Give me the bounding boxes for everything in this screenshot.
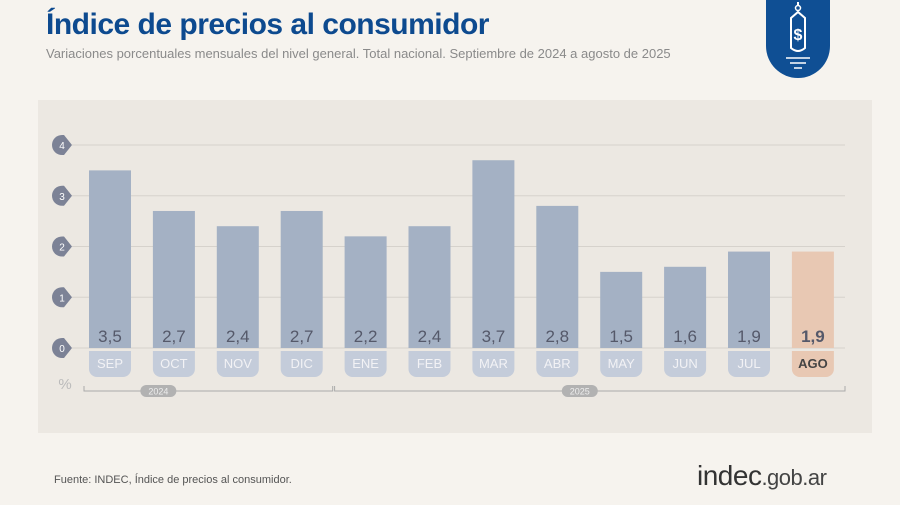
svg-text:$: $ bbox=[794, 27, 803, 44]
y-tick-marker bbox=[52, 185, 72, 206]
category-tab bbox=[664, 351, 707, 377]
data-label: 3,7 bbox=[482, 327, 506, 346]
y-tick-marker bbox=[52, 287, 72, 308]
category-tab bbox=[216, 351, 259, 377]
bar-sep bbox=[89, 170, 131, 348]
bar-abr bbox=[536, 205, 579, 348]
x-tick-label: MAY bbox=[608, 356, 636, 371]
bar-ago bbox=[791, 251, 834, 348]
y-tick-label: 3 bbox=[59, 192, 65, 203]
year-bracket bbox=[83, 386, 334, 392]
x-tick-label: ENE bbox=[352, 356, 379, 371]
bar-jul bbox=[728, 251, 770, 348]
data-label: 2,4 bbox=[418, 327, 442, 346]
bar-mar bbox=[472, 160, 515, 348]
x-tick-label: SEP bbox=[97, 356, 123, 371]
y-tick-label: 4 bbox=[59, 141, 65, 152]
y-tick-label: 1 bbox=[59, 293, 65, 304]
bar-nov bbox=[216, 226, 259, 348]
year-label: 2025 bbox=[570, 387, 590, 397]
x-tick-label: ABR bbox=[544, 356, 571, 371]
category-tab bbox=[600, 351, 643, 377]
bar-may bbox=[600, 271, 643, 348]
category-tab bbox=[89, 351, 131, 377]
x-tick-label: FEB bbox=[417, 356, 442, 371]
bar-dic bbox=[280, 210, 323, 348]
data-label: 1,5 bbox=[609, 327, 633, 346]
page-subtitle: Variaciones porcentuales mensuales del n… bbox=[46, 46, 671, 61]
bar-jun bbox=[664, 266, 707, 348]
data-label: 2,7 bbox=[162, 327, 186, 346]
data-label: 1,6 bbox=[673, 327, 697, 346]
data-label: 1,9 bbox=[801, 327, 825, 346]
indec-logo: indec.gob.ar bbox=[697, 460, 827, 491]
category-tab bbox=[791, 351, 834, 377]
category-tab bbox=[408, 351, 451, 377]
x-tick-label: AGO bbox=[798, 356, 828, 371]
year-label: 2024 bbox=[148, 387, 168, 397]
y-tick-label: 0 bbox=[59, 344, 65, 355]
category-tab bbox=[536, 351, 579, 377]
bar-ene bbox=[344, 236, 387, 348]
data-label: 2,2 bbox=[354, 327, 378, 346]
bar-feb bbox=[408, 226, 451, 348]
category-tab bbox=[472, 351, 515, 377]
y-tick-marker bbox=[52, 338, 72, 358]
bar-oct bbox=[152, 210, 195, 348]
data-label: 2,7 bbox=[290, 327, 314, 346]
data-label: 3,5 bbox=[98, 327, 122, 346]
y-tick-label: 2 bbox=[59, 243, 65, 254]
y-axis-unit: % bbox=[58, 376, 71, 393]
year-pill bbox=[140, 385, 177, 397]
x-tick-label: DIC bbox=[291, 356, 313, 371]
category-tab bbox=[728, 351, 770, 377]
category-tab bbox=[152, 351, 195, 377]
page-title: Índice de precios al consumidor bbox=[46, 8, 489, 41]
x-tick-label: NOV bbox=[224, 356, 253, 371]
source-note: Fuente: INDEC, Índice de precios al cons… bbox=[54, 474, 292, 486]
category-tab bbox=[344, 351, 387, 377]
y-tick-marker bbox=[52, 236, 72, 257]
price-tag-dollar-icon: $ bbox=[766, 0, 830, 78]
data-label: 2,4 bbox=[226, 327, 250, 346]
year-pill bbox=[561, 385, 598, 397]
x-tick-label: MAR bbox=[479, 356, 508, 371]
x-tick-label: JUN bbox=[672, 356, 697, 371]
category-tab bbox=[280, 351, 323, 377]
x-tick-label: JUL bbox=[737, 356, 760, 371]
data-label: 2,8 bbox=[545, 327, 569, 346]
x-tick-label: OCT bbox=[160, 356, 188, 371]
data-label: 1,9 bbox=[737, 327, 761, 346]
y-tick-marker bbox=[52, 135, 72, 155]
